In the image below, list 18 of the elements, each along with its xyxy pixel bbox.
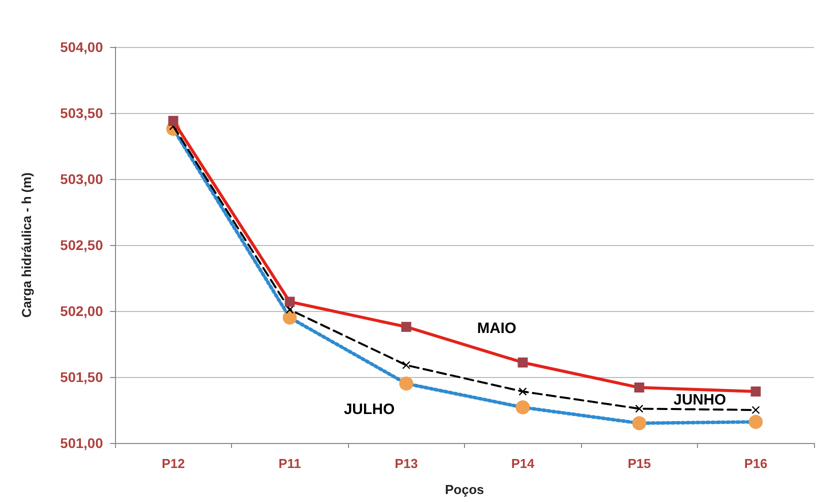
x-tick-label: P16 xyxy=(744,456,768,471)
x-tick-label: P12 xyxy=(162,456,185,471)
x-tick-label: P11 xyxy=(278,456,301,471)
x-tick-label: P14 xyxy=(511,456,536,471)
series-label: MAIO xyxy=(477,320,517,337)
y-tick-label: 503,00 xyxy=(60,171,104,187)
y-tick-label: 502,00 xyxy=(60,303,104,319)
y-tick-label: 503,50 xyxy=(60,105,104,121)
y-tick-label: 501,00 xyxy=(60,435,104,451)
y-tick-label: 501,50 xyxy=(60,369,104,385)
y-axis-title: Carga hidráulica - h (m) xyxy=(19,172,34,318)
y-tick-label: 504,00 xyxy=(60,39,104,55)
series-label: JULHO xyxy=(344,401,395,418)
x-tick-label: P13 xyxy=(394,456,418,471)
y-tick-label: 502,50 xyxy=(60,237,104,253)
x-axis-title: Poços xyxy=(444,482,484,497)
series-label: JUNHO xyxy=(673,392,726,408)
x-tick-label: P15 xyxy=(628,456,651,471)
